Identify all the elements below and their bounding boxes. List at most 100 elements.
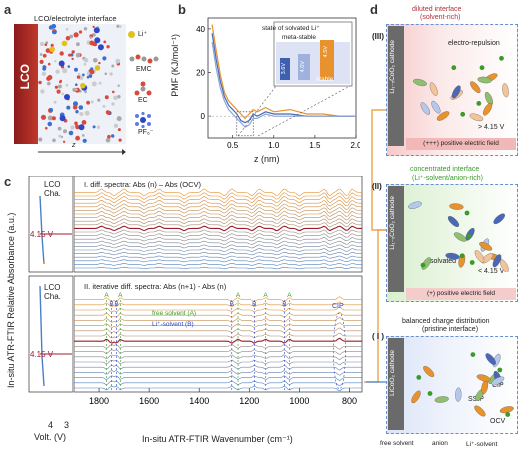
atom xyxy=(60,135,64,139)
atom xyxy=(63,129,67,134)
atom xyxy=(71,57,74,61)
inset-bar-4.0v: 4.0V xyxy=(300,61,306,73)
stage-2-cathode: Li₁₋ₓCoO₂ cathode xyxy=(389,196,396,250)
atom xyxy=(45,41,49,45)
diff-spectrum-2 xyxy=(74,259,362,263)
solvent-molecule xyxy=(491,376,505,386)
diff-spectrum-6 xyxy=(74,244,362,249)
stage-2-field: (+) positive electric field xyxy=(406,288,516,300)
pf6-atom xyxy=(93,27,100,34)
atom xyxy=(65,27,69,31)
inset-stable: stable xyxy=(316,76,334,83)
atom xyxy=(75,124,79,128)
solvent-molecule xyxy=(449,203,464,210)
diff-spectrum-9 xyxy=(74,233,362,238)
diff-spectrum-20 xyxy=(74,192,362,200)
li-ion xyxy=(497,367,503,373)
panel-letter-c: c xyxy=(4,174,12,189)
inset-title: state of solvated Li⁺ xyxy=(262,25,320,32)
atom xyxy=(67,65,71,68)
iter-spectrum-8 xyxy=(74,344,362,350)
ftir-y-label: In-situ ATR-FTIR Relative Absorbance (a.… xyxy=(6,212,16,388)
stage-2-head2: (Li⁺-solvent/anion-rich) xyxy=(412,175,483,182)
diff-spectrum-0 xyxy=(74,266,362,270)
legend-anion: anion xyxy=(432,440,448,447)
atom xyxy=(78,30,83,34)
li-atom-icon xyxy=(128,30,135,38)
stage-2-cathode-bar xyxy=(388,186,404,292)
atom xyxy=(88,74,93,78)
pf6-atom xyxy=(64,94,70,100)
atom xyxy=(61,92,65,96)
atom xyxy=(111,134,115,138)
atom xyxy=(76,42,80,47)
atom xyxy=(86,75,90,79)
stage-2-voltage: < 4.15 V xyxy=(478,268,505,275)
emc-molecule-icon xyxy=(128,52,168,66)
iter-spectrum-0 xyxy=(74,385,362,392)
stage-3-voltage: > 4.15 V xyxy=(478,124,505,131)
atom xyxy=(84,110,90,116)
atom xyxy=(56,89,61,94)
iter-spectrum-5 xyxy=(74,359,362,366)
atom xyxy=(57,126,62,131)
peak-B-label: B xyxy=(230,301,234,308)
stage-3-cathode-bar xyxy=(388,26,404,146)
peak-B-label: B xyxy=(282,301,286,308)
li-ion xyxy=(476,101,482,106)
atom xyxy=(47,121,53,127)
li-ion xyxy=(464,210,470,216)
solvent-molecule xyxy=(493,213,505,225)
atom xyxy=(113,95,118,101)
diff-spectrum-4 xyxy=(74,251,362,256)
atom xyxy=(102,104,106,108)
solvent-molecule xyxy=(431,100,441,114)
stage-1-cip: CIP xyxy=(492,382,504,389)
diff-spectrum-18 xyxy=(74,199,362,207)
atom xyxy=(116,116,122,122)
atom xyxy=(41,71,47,76)
diff-spectrum-7 xyxy=(74,240,362,245)
solvent-molecule xyxy=(476,374,491,382)
panel-letter-d: d xyxy=(370,2,378,17)
atom xyxy=(89,36,93,39)
wavenumber-tick-label: 1000 xyxy=(289,396,309,406)
panel-letter-b: b xyxy=(178,2,186,17)
atom xyxy=(70,53,74,57)
peak-A-label: A xyxy=(104,292,109,299)
pmf-series-0 xyxy=(211,24,356,120)
atom xyxy=(40,114,47,120)
volt-axis-label: Volt. (V) xyxy=(34,432,67,442)
iter-spectrum-1 xyxy=(74,380,362,387)
atom xyxy=(119,25,122,28)
atom xyxy=(74,67,78,72)
peak-A-label: A xyxy=(263,292,268,299)
atom xyxy=(51,116,56,121)
peak-B-label: B xyxy=(252,301,256,308)
stage-3-molecules xyxy=(413,55,509,122)
stage-2-head1: concentrated interface xyxy=(410,166,480,173)
x-tick-label: 1.0 xyxy=(268,141,280,150)
atom xyxy=(47,81,51,86)
pmf-y-label: PMF (KJ/mol⁻¹) xyxy=(170,34,180,97)
atom xyxy=(92,125,96,129)
atom xyxy=(86,100,90,105)
iter-spectrum-9 xyxy=(74,337,362,344)
stage-1-head2: (pristine interface) xyxy=(422,326,479,333)
stage-1-cathode-bar xyxy=(388,338,404,430)
atom xyxy=(74,121,78,126)
legend-pf6: PF₆⁻ xyxy=(138,129,154,136)
pmf-chart: 0.5 1.0 1.5 2.0 0 20 40 xyxy=(196,17,360,150)
li-ion xyxy=(427,391,433,396)
solvent-molecule xyxy=(423,365,435,378)
solvent-molecule xyxy=(469,113,484,122)
atom xyxy=(82,138,87,143)
atom xyxy=(73,32,79,38)
spectra-title-bottom: II. iterative diff. spectra: Abs (n+1) -… xyxy=(84,282,227,291)
atom xyxy=(58,134,62,138)
li-atom xyxy=(49,46,55,53)
iter-spectrum-10 xyxy=(74,332,362,339)
atom xyxy=(117,128,121,132)
atom xyxy=(39,41,45,47)
atom xyxy=(52,29,56,32)
